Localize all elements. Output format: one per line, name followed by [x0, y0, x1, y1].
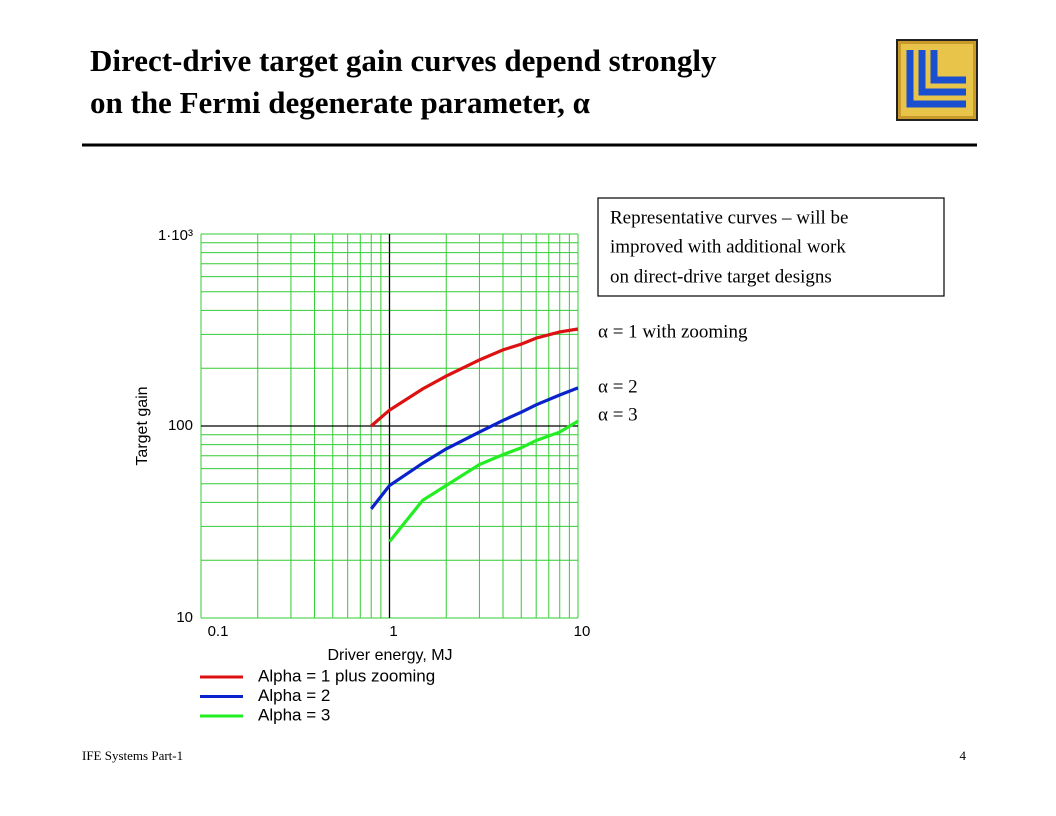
legend-label: Alpha = 3 [258, 705, 330, 724]
series-line [369, 386, 579, 510]
x-tick-label: 1 [389, 623, 397, 640]
y-tick-label: 100 [168, 417, 193, 434]
note-line: on direct-drive target designs [610, 266, 832, 287]
note-box [597, 197, 945, 297]
legend-label: Alpha = 1 plus zooming [258, 666, 435, 685]
footer: IFE Systems Part-1 [82, 748, 183, 763]
annotation: α = 2 [598, 376, 638, 397]
title-line: on the Fermi degenerate parameter, α [90, 85, 590, 120]
page-number: 4 [960, 748, 967, 763]
series-line [370, 327, 579, 428]
y-axis-label: Target gain [134, 386, 151, 465]
x-axis-label: Driver energy, MJ [327, 647, 452, 664]
legend-label: Alpha = 2 [258, 686, 330, 705]
x-tick-label: 0.1 [208, 623, 229, 640]
note-line: improved with additional work [610, 236, 846, 257]
y-tick-label: 10 [176, 609, 193, 626]
annotation: α = 3 [598, 404, 638, 425]
title-line: Direct-drive target gain curves depend s… [90, 43, 717, 78]
x-tick-label: 10 [574, 623, 591, 640]
y-tick-label: 1·10³ [158, 227, 193, 244]
note-line: Representative curves – will be [610, 207, 848, 228]
logo [896, 39, 978, 121]
series-line [388, 419, 579, 543]
annotation: α = 1 with zooming [598, 321, 748, 342]
